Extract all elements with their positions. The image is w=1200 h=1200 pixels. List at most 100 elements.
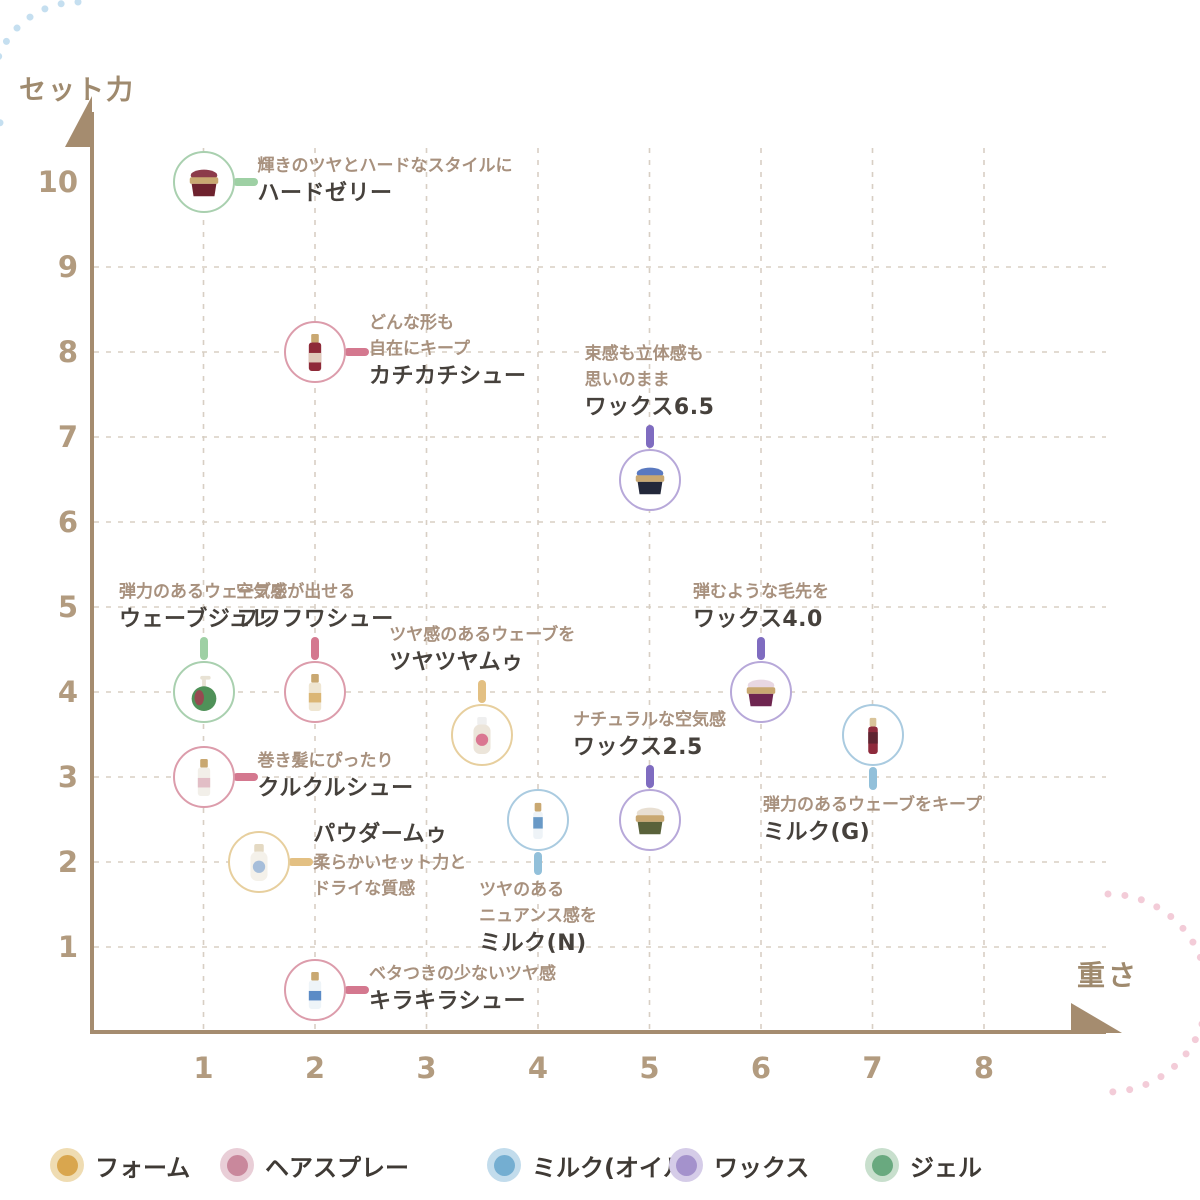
y-axis-arrowhead [65, 96, 92, 147]
product-image [533, 802, 543, 839]
product-bubble[interactable] [228, 831, 291, 893]
product-caption: ツヤ感のあるウェーブを [389, 624, 576, 645]
product-label: ツヤ感のあるウェーブを ツヤツヤムゥ [389, 622, 575, 678]
legend-item-gel: ジェル [865, 1146, 982, 1184]
product-connector [311, 637, 319, 660]
legend-label: ジェル [910, 1153, 982, 1182]
product-caption: ナチュラルな空気感 [573, 709, 726, 730]
product-label: ツヤのある ニュアンス感を ミルク(N) [479, 877, 597, 959]
legend-color-dot [865, 1148, 899, 1182]
product-label: 巻き髪にぴったり クルクルシュー [258, 748, 414, 804]
legend-item-wax: ワックス [669, 1146, 809, 1184]
y-axis-label: セット力 [19, 74, 135, 106]
product-image [473, 716, 491, 754]
product-bubble[interactable] [284, 661, 346, 723]
product-bubble[interactable] [284, 958, 346, 1021]
y-axis-label-bubble: セット力 [10, 20, 144, 154]
product-caption: 柔らかいセット力と ドライな質感 [313, 853, 467, 899]
x-tick-label: 8 [973, 1051, 995, 1085]
product-bubble[interactable] [507, 788, 569, 851]
product-name: ツヤツヤムゥ [389, 649, 524, 675]
product-caption: 弾力のあるウェーブをキープ [763, 794, 982, 815]
product-connector [344, 348, 369, 356]
product-name: クルクルシュー [257, 776, 414, 801]
legend-label: ヘアスプレー [265, 1153, 409, 1182]
y-tick-label: 9 [57, 250, 78, 284]
product-bubble[interactable] [172, 151, 235, 213]
product-caption: 束感も立体感も 思いのまま [584, 343, 704, 390]
y-tick-label: 5 [57, 590, 78, 624]
legend-item-milk: ミルク(オイル) [487, 1146, 698, 1184]
product-bubble[interactable] [841, 703, 904, 766]
product-label: 柔らかいセット力と ドライな質感 パウダームゥ [313, 820, 466, 902]
product-bubble[interactable] [618, 448, 681, 511]
product-image [635, 467, 664, 494]
product-connector [534, 851, 542, 875]
product-image [191, 675, 216, 711]
product-bubble[interactable] [172, 661, 235, 723]
product-label: 空気感が出せる フワフワシュー [236, 579, 394, 635]
product-name: ハードゼリー [257, 181, 393, 206]
product-label: ベタつきの少ないツヤ感 キラキラシュー [369, 961, 556, 1017]
legend-color-dot [50, 1148, 84, 1182]
product-label: 弾むような毛先を ワックス4.0 [693, 579, 829, 635]
legend-color-dot [487, 1148, 521, 1182]
y-tick-label: 10 [37, 165, 78, 199]
product-connector [645, 764, 654, 788]
product-bubble[interactable] [172, 746, 235, 808]
product-name: パウダームゥ [313, 822, 448, 847]
product-image [189, 169, 218, 197]
product-image [308, 333, 322, 371]
x-tick-label: 1 [193, 1051, 214, 1085]
product-image [746, 679, 776, 707]
product-bubble[interactable] [730, 661, 792, 723]
product-connector [232, 773, 258, 781]
product-name: ミルク(G) [763, 819, 871, 845]
x-tick-label: 2 [304, 1051, 326, 1085]
product-name: ワックス4.0 [693, 607, 823, 632]
product-caption: ツヤのある ニュアンス感を [479, 879, 597, 926]
x-tick-label: 5 [639, 1051, 660, 1085]
product-caption: 弾力のあるウェーブを [119, 582, 288, 602]
product-name: フワフワシュー [236, 607, 394, 632]
x-tick-label: 3 [416, 1051, 437, 1085]
y-tick-label: 6 [57, 505, 78, 539]
product-connector [757, 637, 765, 660]
x-tick-label: 6 [750, 1051, 772, 1085]
product-name: カチカチシュー [369, 364, 527, 389]
y-tick-label: 3 [57, 760, 78, 794]
product-connector [344, 985, 369, 994]
product-connector [478, 679, 487, 703]
product-bubble[interactable] [284, 321, 346, 383]
product-image [197, 758, 210, 796]
product-image [867, 717, 878, 754]
y-tick-label: 2 [57, 845, 78, 879]
legend-label: ワックス [714, 1153, 810, 1182]
product-image [308, 673, 322, 711]
product-name: ワックス2.5 [573, 734, 703, 760]
product-bubble[interactable] [618, 788, 681, 851]
product-connector [868, 766, 877, 790]
product-connector [288, 858, 314, 866]
y-tick-label: 8 [57, 335, 78, 369]
x-tick-label: 7 [862, 1051, 883, 1085]
product-connector [645, 424, 654, 448]
product-name: ウェーブジュレ [119, 607, 274, 632]
product-caption: 輝きのツヤとハードなスタイルに [257, 156, 513, 176]
product-bubble[interactable] [451, 703, 514, 766]
product-caption: 弾むような毛先を [693, 582, 829, 602]
product-caption: 巻き髪にぴったり [257, 751, 394, 771]
legend-color-dot [220, 1148, 254, 1182]
product-label: 束感も立体感も 思いのまま ワックス6.5 [585, 341, 715, 423]
x-axis-arrowhead [1071, 1003, 1122, 1033]
legend-color-dot [669, 1148, 703, 1182]
product-name: ワックス6.5 [584, 394, 715, 420]
legend-item-foam: フォーム [50, 1146, 190, 1184]
product-connector [199, 637, 208, 660]
x-tick-label: 4 [527, 1051, 549, 1085]
product-label: 弾力のあるウェーブをキープ ミルク(G) [763, 792, 982, 848]
legend-item-spray: ヘアスプレー [220, 1146, 409, 1184]
